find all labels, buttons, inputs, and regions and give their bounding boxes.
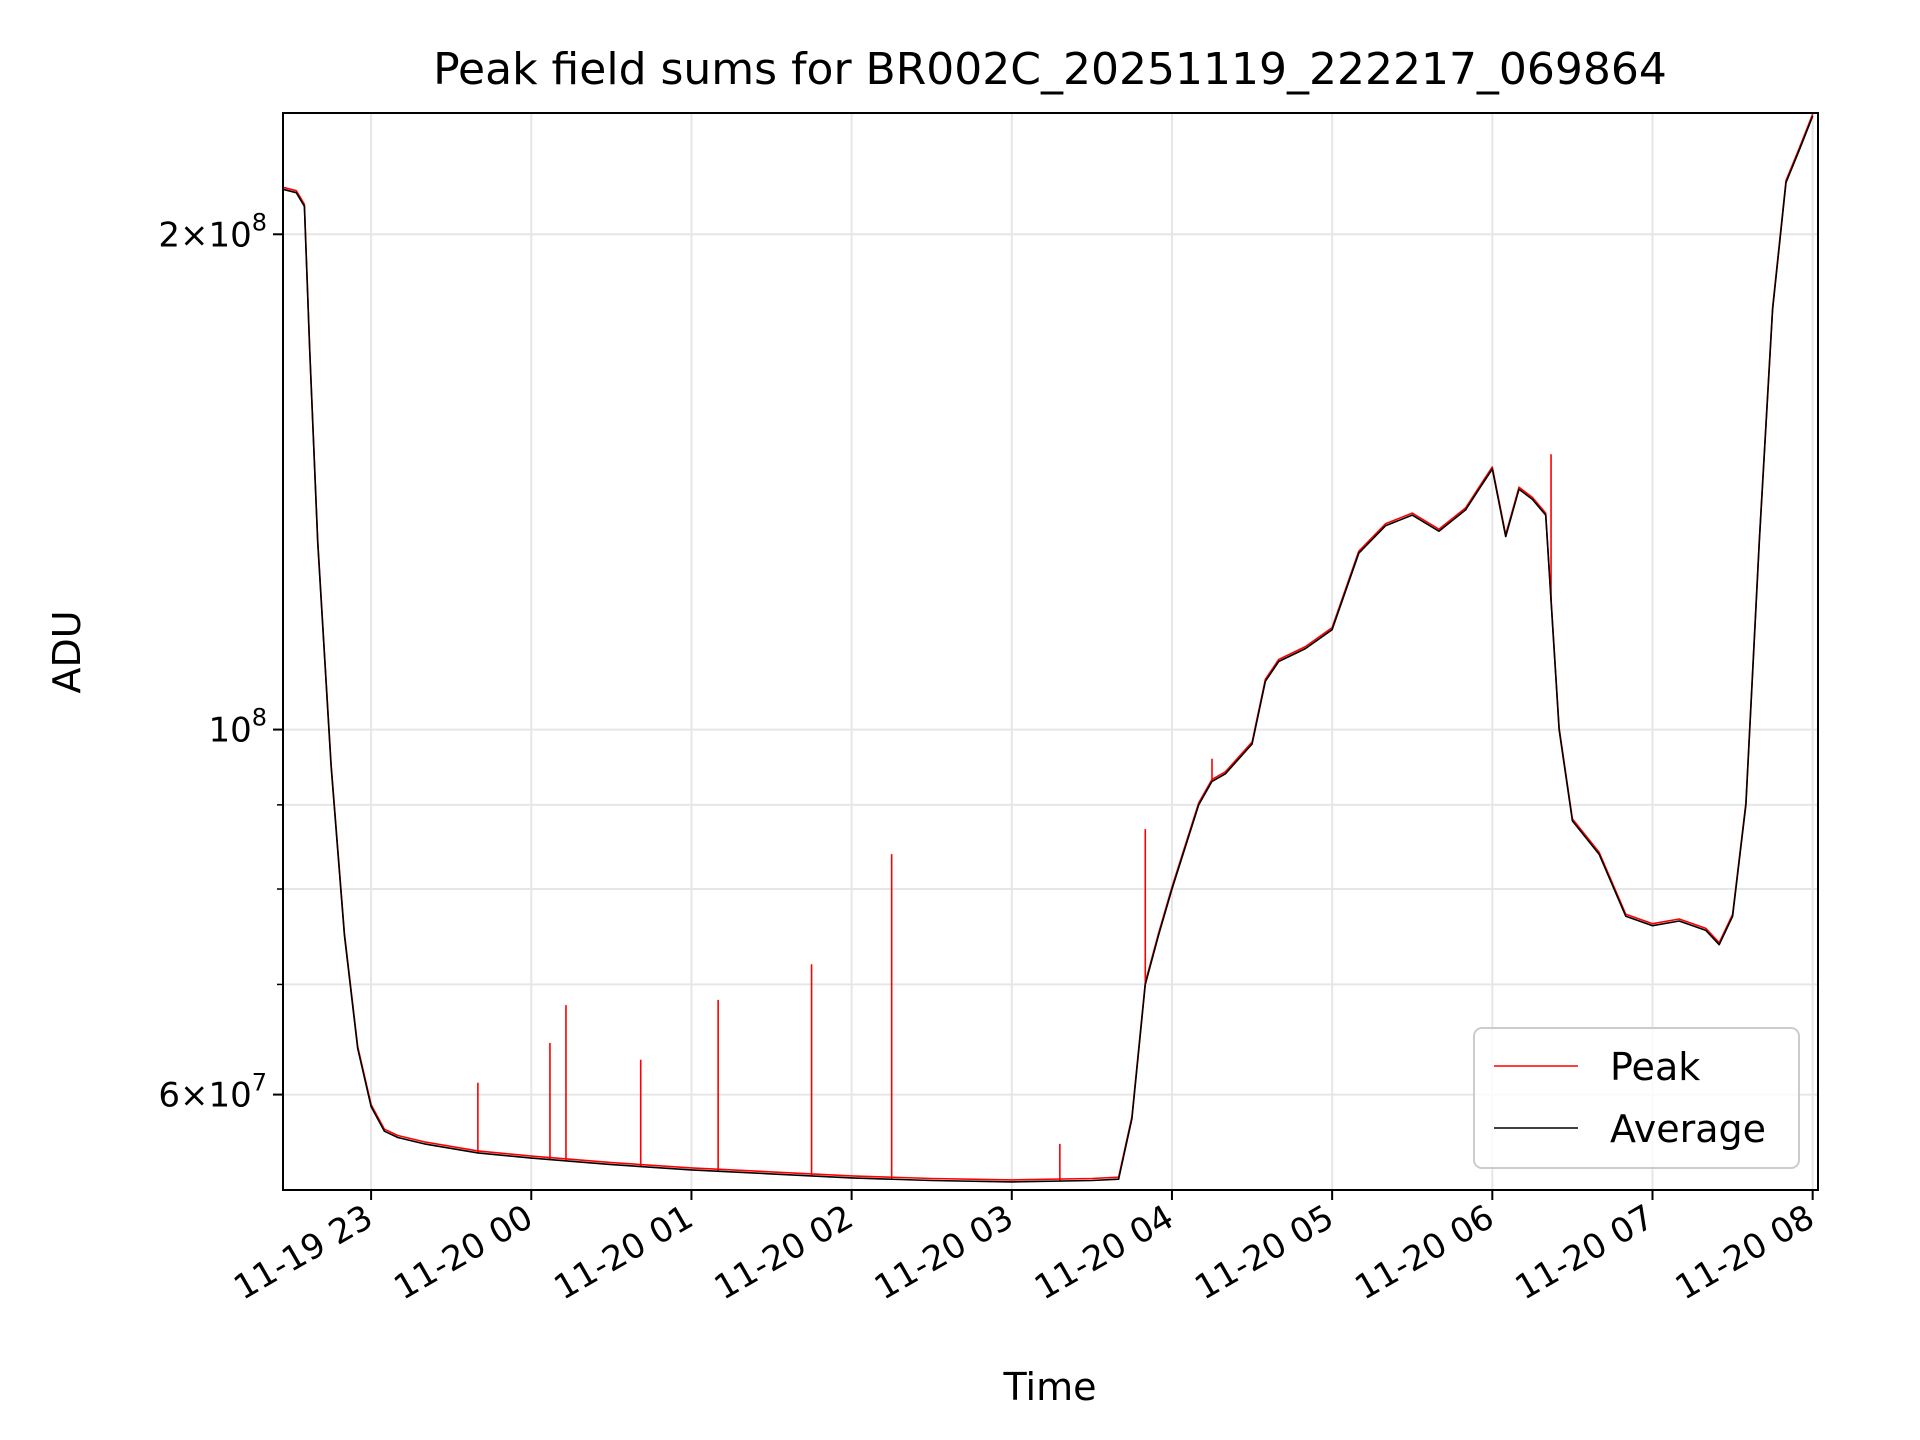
average-series-line [282,115,1814,1183]
legend-label-average: Average [1610,1107,1766,1151]
legend-label-peak: Peak [1610,1045,1700,1089]
legend-box [1473,1027,1800,1169]
chart-title: Peak field sums for BR002C_20251119_2222… [433,44,1667,95]
x-axis-label: Time [1003,1365,1097,1409]
y-axis-label: ADU [45,610,89,693]
legend: Peak Average [1473,1027,1800,1169]
y-tick-label: 2×108 [158,208,267,255]
plot-area [282,113,1814,1183]
y-axis: 6×107 108 2×108 [158,208,283,1116]
plot-frame [282,112,1819,1191]
y-tick-label: 6×107 [158,1069,267,1116]
y-tick-label: 108 [208,704,267,751]
